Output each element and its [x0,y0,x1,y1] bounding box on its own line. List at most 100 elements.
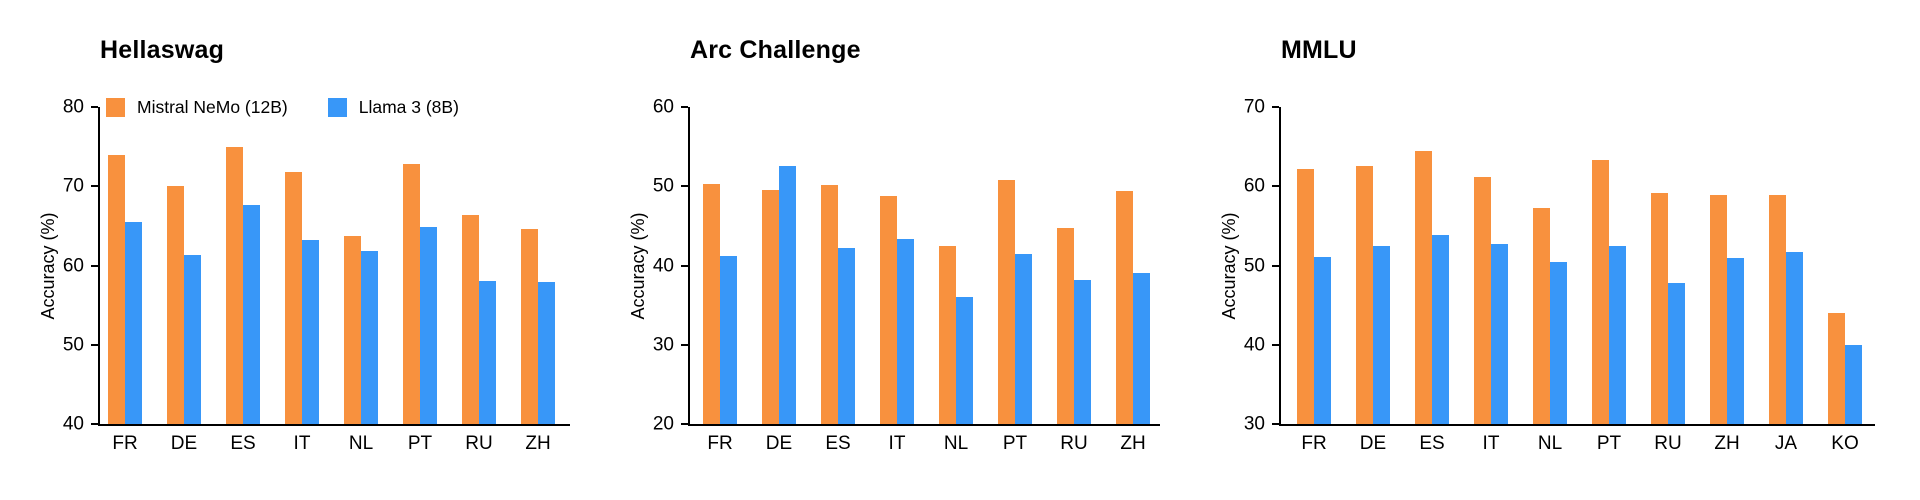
legend-swatch-llama-icon [327,98,347,117]
y-tick-mark [1272,185,1279,188]
bar-mistral-nemo-12b-FR [108,154,125,424]
bar-llama-3-8b-ES [243,205,260,424]
bar-mistral-nemo-12b-DE [762,190,779,424]
bar-mistral-nemo-12b-ZH [521,229,538,424]
bar-mistral-nemo-12b-KO [1828,313,1845,424]
x-tick-label-ES: ES [825,433,851,454]
y-axis-line [98,107,100,426]
bar-mistral-nemo-12b-RU [1057,228,1074,424]
y-tick-label: 70 [62,175,84,197]
x-tick-label-ES: ES [1419,433,1445,454]
y-axis-line [688,107,690,426]
y-tick-label: 50 [62,334,84,356]
x-tick-label-IT: IT [293,433,311,454]
bar-llama-3-8b-DE [184,255,201,424]
bar-llama-3-8b-FR [720,255,737,424]
y-axis-title: Accuracy (%) [1219,211,1239,320]
bar-mistral-nemo-12b-RU [462,214,479,424]
x-axis-line [98,424,570,426]
x-tick-label-PT: PT [407,433,433,454]
legend-label-llama: Llama 3 (8B) [358,97,459,117]
bar-mistral-nemo-12b-NL [939,246,956,424]
y-tick-mark [681,185,688,188]
bar-mistral-nemo-12b-ZH [1116,191,1133,424]
x-tick-label-FR: FR [707,433,733,454]
x-tick-label-NL: NL [943,433,969,454]
bar-llama-3-8b-RU [1668,282,1685,424]
bar-mistral-nemo-12b-PT [403,164,420,424]
y-tick-mark [1272,343,1279,346]
y-tick-label: 20 [652,413,674,435]
bar-llama-3-8b-PT [420,226,437,424]
bar-llama-3-8b-ES [838,248,855,424]
bar-mistral-nemo-12b-PT [1592,160,1609,424]
y-tick-mark [91,185,98,188]
y-tick-mark [91,423,98,425]
y-tick-label: 60 [62,255,84,276]
x-tick-label-NL: NL [348,433,374,454]
bar-mistral-nemo-12b-ES [226,146,243,424]
y-tick-label: 70 [1243,96,1265,118]
bar-mistral-nemo-12b-DE [1356,165,1373,424]
x-tick-label-ZH: ZH [525,433,551,454]
y-tick-label: 30 [1243,413,1265,435]
bar-llama-3-8b-KO [1845,344,1862,424]
bar-mistral-nemo-12b-FR [1297,168,1314,424]
y-tick-mark [681,343,688,346]
legend-item-mistral: Mistral NeMo (12B) [106,97,288,118]
x-tick-label-IT: IT [888,433,906,454]
x-tick-label-DE: DE [170,433,198,454]
bar-mistral-nemo-12b-ES [1415,150,1432,424]
x-tick-label-PT: PT [1002,433,1028,454]
y-tick-mark [1272,106,1279,108]
x-tick-label-JA: JA [1774,433,1798,454]
x-tick-label-DE: DE [765,433,793,454]
bar-llama-3-8b-NL [361,251,378,424]
chart-title-arc-challenge: Arc Challenge [690,36,861,64]
bar-mistral-nemo-12b-PT [998,179,1015,424]
bar-mistral-nemo-12b-FR [703,183,720,424]
y-tick-mark [681,264,688,267]
legend-swatch-mistral-icon [106,98,125,117]
y-axis-title: Accuracy (%) [628,211,648,320]
x-axis-line [1279,424,1875,426]
y-tick-mark [91,264,98,267]
bar-mistral-nemo-12b-NL [344,236,361,424]
y-tick-label: 50 [652,175,674,197]
x-tick-label-KO: KO [1831,433,1859,454]
x-tick-label-RU: RU [1654,433,1682,454]
x-tick-label-ZH: ZH [1120,433,1146,454]
bar-llama-3-8b-RU [1074,279,1091,424]
bar-llama-3-8b-RU [479,281,496,424]
y-tick-label: 40 [652,255,674,276]
x-tick-label-ZH: ZH [1714,433,1740,454]
legend: Mistral NeMo (12B) Llama 3 (8B) [106,97,459,118]
bar-llama-3-8b-IT [302,240,319,424]
y-tick-mark [91,106,98,108]
bar-llama-3-8b-FR [125,221,142,424]
y-tick-label: 60 [1243,175,1265,197]
bar-llama-3-8b-NL [1550,261,1567,424]
y-tick-mark [1272,264,1279,267]
bar-mistral-nemo-12b-DE [167,186,184,424]
bar-mistral-nemo-12b-JA [1769,194,1786,424]
bar-llama-3-8b-NL [956,297,973,424]
bar-llama-3-8b-JA [1786,252,1803,424]
y-tick-label: 50 [1243,255,1265,276]
y-tick-mark [1272,423,1279,425]
bar-llama-3-8b-PT [1015,254,1032,424]
y-tick-label: 40 [1243,334,1265,356]
x-tick-label-FR: FR [112,433,138,454]
x-tick-label-PT: PT [1596,433,1622,454]
legend-label-mistral: Mistral NeMo (12B) [137,97,288,117]
bar-llama-3-8b-IT [1491,244,1508,424]
bar-llama-3-8b-PT [1609,246,1626,424]
y-tick-label: 40 [62,413,84,435]
y-tick-label: 80 [62,96,84,118]
bar-llama-3-8b-ES [1432,235,1449,424]
y-tick-mark [681,106,688,108]
y-axis-line [1279,107,1281,426]
x-tick-label-RU: RU [1060,433,1088,454]
